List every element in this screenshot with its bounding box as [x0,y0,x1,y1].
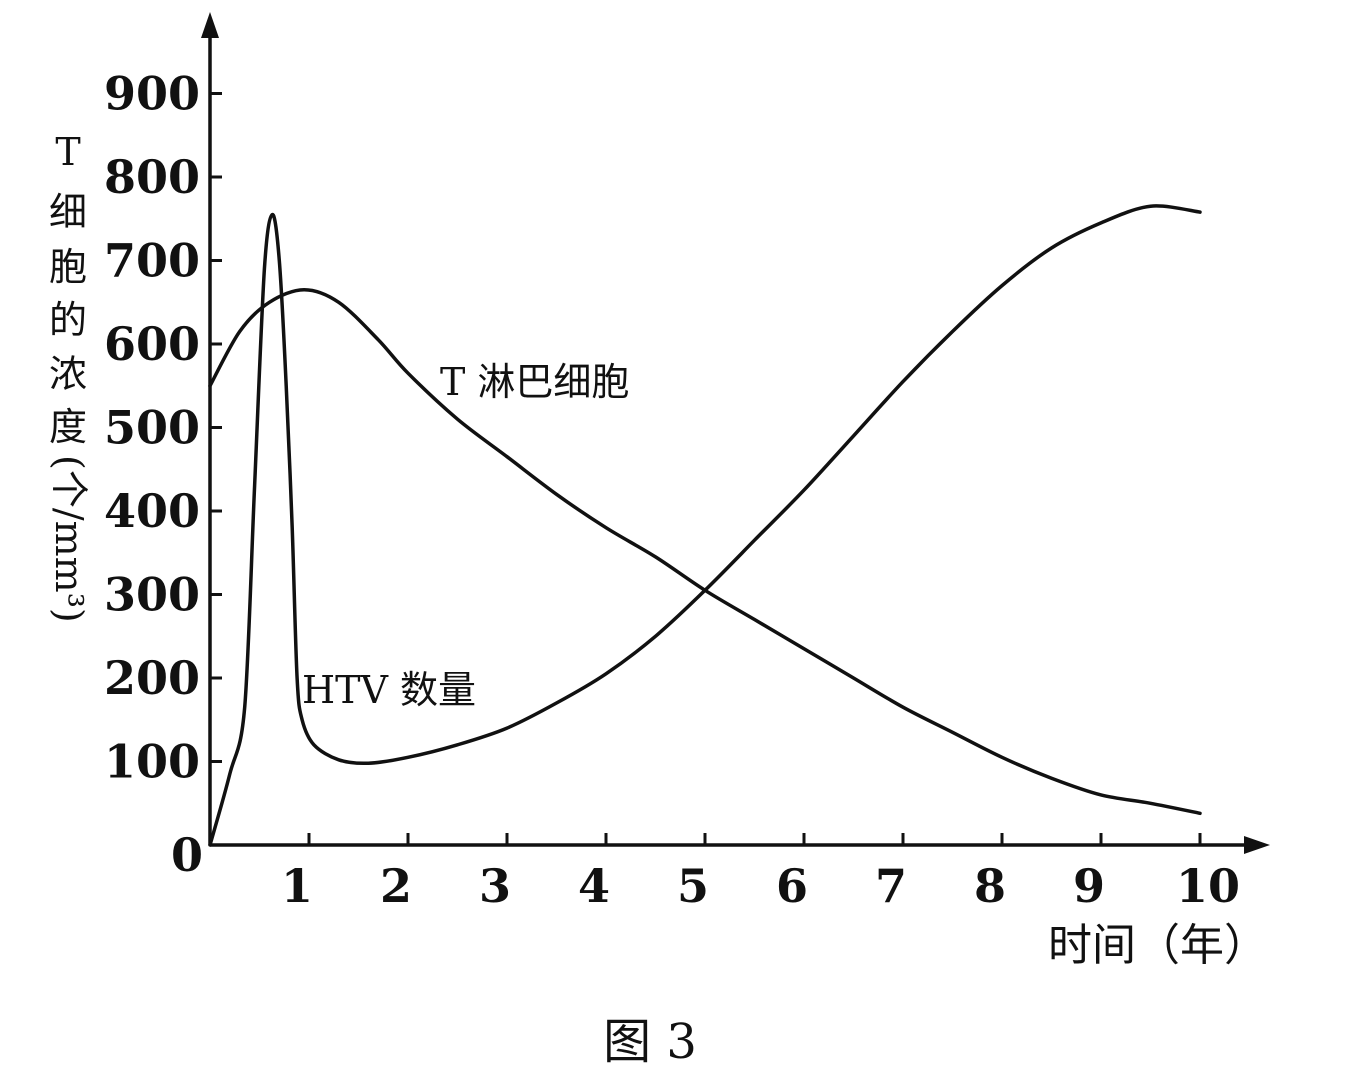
y-tick-label: 100 [104,735,200,789]
y-tick-label: 600 [104,317,200,371]
y-tick-label: 500 [104,401,200,455]
y-axis-label: T 细 胞 的 浓 度 (个/mm³) [47,130,91,623]
ylabel-char-1: 细 [49,190,87,234]
ylabel-char-2: 胞 [49,245,87,289]
htv-curve [208,204,1202,847]
ylabel-char-0: T [55,130,80,174]
y-tick-label: 200 [104,651,200,705]
ylabel-char-3: 的 [49,298,87,342]
x-tick-label: 10 [1176,859,1240,913]
ylabel-char-5: 度 [49,405,87,449]
x-tick-label: 7 [875,859,907,913]
x-tick-label: 6 [776,859,808,913]
x-axis-label: 时间（年） [1048,920,1268,971]
x-tick-label: 8 [974,859,1006,913]
t-cell-label: T 淋巴细胞 [440,360,629,404]
figure-caption: 图 3 [603,1014,697,1070]
t-cell-curve [208,287,1202,816]
curves [208,204,1202,847]
y-tick-label: 300 [104,568,200,622]
x-tick-label: 4 [578,859,610,913]
x-tick-label: 3 [479,859,511,913]
y-tick-label: 400 [104,484,200,538]
x-tick-label: 5 [677,859,709,913]
y-ticks: 0 100 200 300 400 500 600 700 800 900 [104,67,222,882]
ylabel-unit: (个/mm³) [47,455,91,623]
x-tick-label: 9 [1073,859,1105,913]
y-tick-label: 700 [104,234,200,288]
y-tick-label: 900 [104,67,200,121]
y-tick-label: 800 [104,150,200,204]
y-axis-arrow [201,12,219,38]
x-ticks: 1 2 3 4 5 6 7 8 9 10 [281,833,1240,913]
x-axis-arrow [1244,836,1270,854]
x-tick-label: 1 [281,859,313,913]
ylabel-char-4: 浓 [49,352,87,396]
x-tick-label: 2 [380,859,412,913]
htv-label: HTV 数量 [302,668,476,712]
y-tick-label: 0 [171,828,203,882]
